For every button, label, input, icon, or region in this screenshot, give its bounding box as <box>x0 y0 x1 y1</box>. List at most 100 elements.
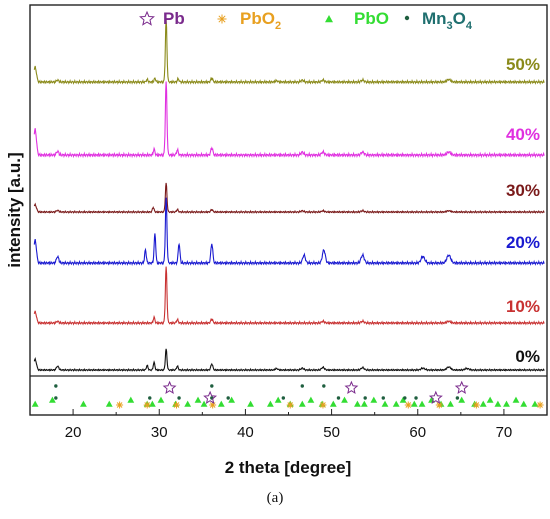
legend-label: PbO <box>354 9 389 28</box>
pbo-marker <box>267 400 274 407</box>
pb-marker <box>428 390 443 404</box>
x-axis: 20 30 40 50 60 70 <box>29 409 548 441</box>
pbo2-marker <box>319 401 327 409</box>
series-line <box>33 19 545 86</box>
pbo-marker <box>298 400 306 407</box>
mn3o4-marker <box>148 396 152 400</box>
pbo-marker <box>447 400 454 407</box>
pbo-marker <box>392 400 400 407</box>
series-label: 40% <box>506 125 540 144</box>
legend-item-mn3o4: Mn3O4 <box>404 9 473 32</box>
series-line <box>33 182 545 214</box>
pbo2-marker <box>404 401 412 409</box>
pbo-marker <box>80 400 87 407</box>
pbo-marker <box>479 400 487 407</box>
pbo-marker <box>354 400 361 407</box>
series-0-percent: 0% <box>33 347 545 372</box>
x-tick-label: 50 <box>323 424 340 441</box>
series-layer: 50% 40% 30% 20% 10% 0% <box>33 19 545 372</box>
series-label: 30% <box>506 181 540 200</box>
pbo-marker <box>486 396 494 403</box>
pbo-marker <box>503 400 510 407</box>
pb-marker <box>203 390 218 404</box>
pbo2-marker <box>116 401 124 409</box>
pbo-marker <box>127 396 135 403</box>
dot-icon <box>404 15 410 21</box>
pbo-marker <box>247 400 254 407</box>
series-label: 10% <box>506 297 540 316</box>
pbo2-marker <box>172 401 180 409</box>
series-line <box>33 266 545 326</box>
mn3o4-marker <box>322 384 326 388</box>
mn3o4-marker <box>363 396 367 400</box>
series-20-percent: 20% <box>33 197 545 267</box>
pbo-marker <box>520 400 528 407</box>
series-label: 0% <box>515 347 540 366</box>
mn3o4-marker <box>54 396 58 400</box>
pbo-marker <box>428 396 435 403</box>
asterisk-icon <box>217 14 227 24</box>
pbo-marker <box>329 400 337 407</box>
pbo2-marker <box>286 401 294 409</box>
legend-label: Pb <box>163 9 185 28</box>
legend: Pb PbO2 PbO Mn3O4 <box>139 9 473 32</box>
series-40-percent: 40% <box>33 81 545 159</box>
series-line <box>33 348 545 372</box>
pbo2-marker <box>536 401 544 409</box>
pbo-marker <box>228 396 236 403</box>
pbo-marker <box>360 400 368 407</box>
mn3o4-marker <box>336 396 341 400</box>
pbo-marker <box>512 396 520 403</box>
pbo-marker <box>49 396 56 403</box>
pbo-marker <box>381 400 389 407</box>
mn3o4-marker <box>281 396 286 400</box>
mn3o4-marker <box>210 384 214 388</box>
pbo-marker <box>341 396 348 403</box>
plot-frame <box>29 4 548 416</box>
pbo-marker <box>31 400 39 407</box>
mn3o4-marker <box>54 384 58 388</box>
series-line <box>33 197 545 267</box>
series-label: 20% <box>506 233 540 252</box>
pbo-marker <box>274 396 282 403</box>
pb-marker <box>344 380 359 394</box>
figure-caption: (a) <box>266 490 284 506</box>
pbo2-marker <box>143 401 151 409</box>
legend-label: Mn3O4 <box>422 9 473 32</box>
pb-marker <box>454 380 469 394</box>
pbo-marker <box>494 400 502 407</box>
pbo-marker <box>370 396 378 403</box>
pbo-marker <box>184 400 192 407</box>
pbo-marker <box>217 400 225 407</box>
pbo-marker <box>307 396 315 403</box>
x-tick-label: 30 <box>151 424 168 441</box>
pbo-marker <box>148 400 156 407</box>
y-axis-title: intensity [a.u.] <box>5 152 24 267</box>
pbo-marker <box>157 396 165 403</box>
x-tick-label: 60 <box>409 424 426 441</box>
pbo-marker <box>105 400 113 407</box>
pb-marker <box>162 380 177 394</box>
star-icon <box>139 10 155 26</box>
pbo-marker <box>200 400 208 407</box>
triangle-icon <box>325 15 333 23</box>
pbo-marker <box>531 400 539 407</box>
x-axis-title: 2 theta [degree] <box>225 458 352 477</box>
x-tick-label: 20 <box>65 424 82 441</box>
pbo2-marker <box>472 401 480 409</box>
mn3o4-marker <box>177 396 181 400</box>
series-10-percent: 10% <box>33 266 545 326</box>
x-tick-label: 70 <box>496 424 513 441</box>
legend-item-pbo: PbO <box>325 9 389 28</box>
mn3o4-marker <box>226 396 230 400</box>
pbo-marker <box>194 396 202 403</box>
mn3o4-marker <box>414 396 418 400</box>
mn3o4-marker <box>381 396 385 400</box>
legend-item-pb: Pb <box>139 9 185 28</box>
mn3o4-marker <box>455 396 460 400</box>
phase-marker-layer <box>31 380 544 409</box>
mn3o4-marker <box>403 396 407 400</box>
legend-item-pbo2: PbO2 <box>217 9 281 32</box>
pbo-marker <box>410 400 418 407</box>
